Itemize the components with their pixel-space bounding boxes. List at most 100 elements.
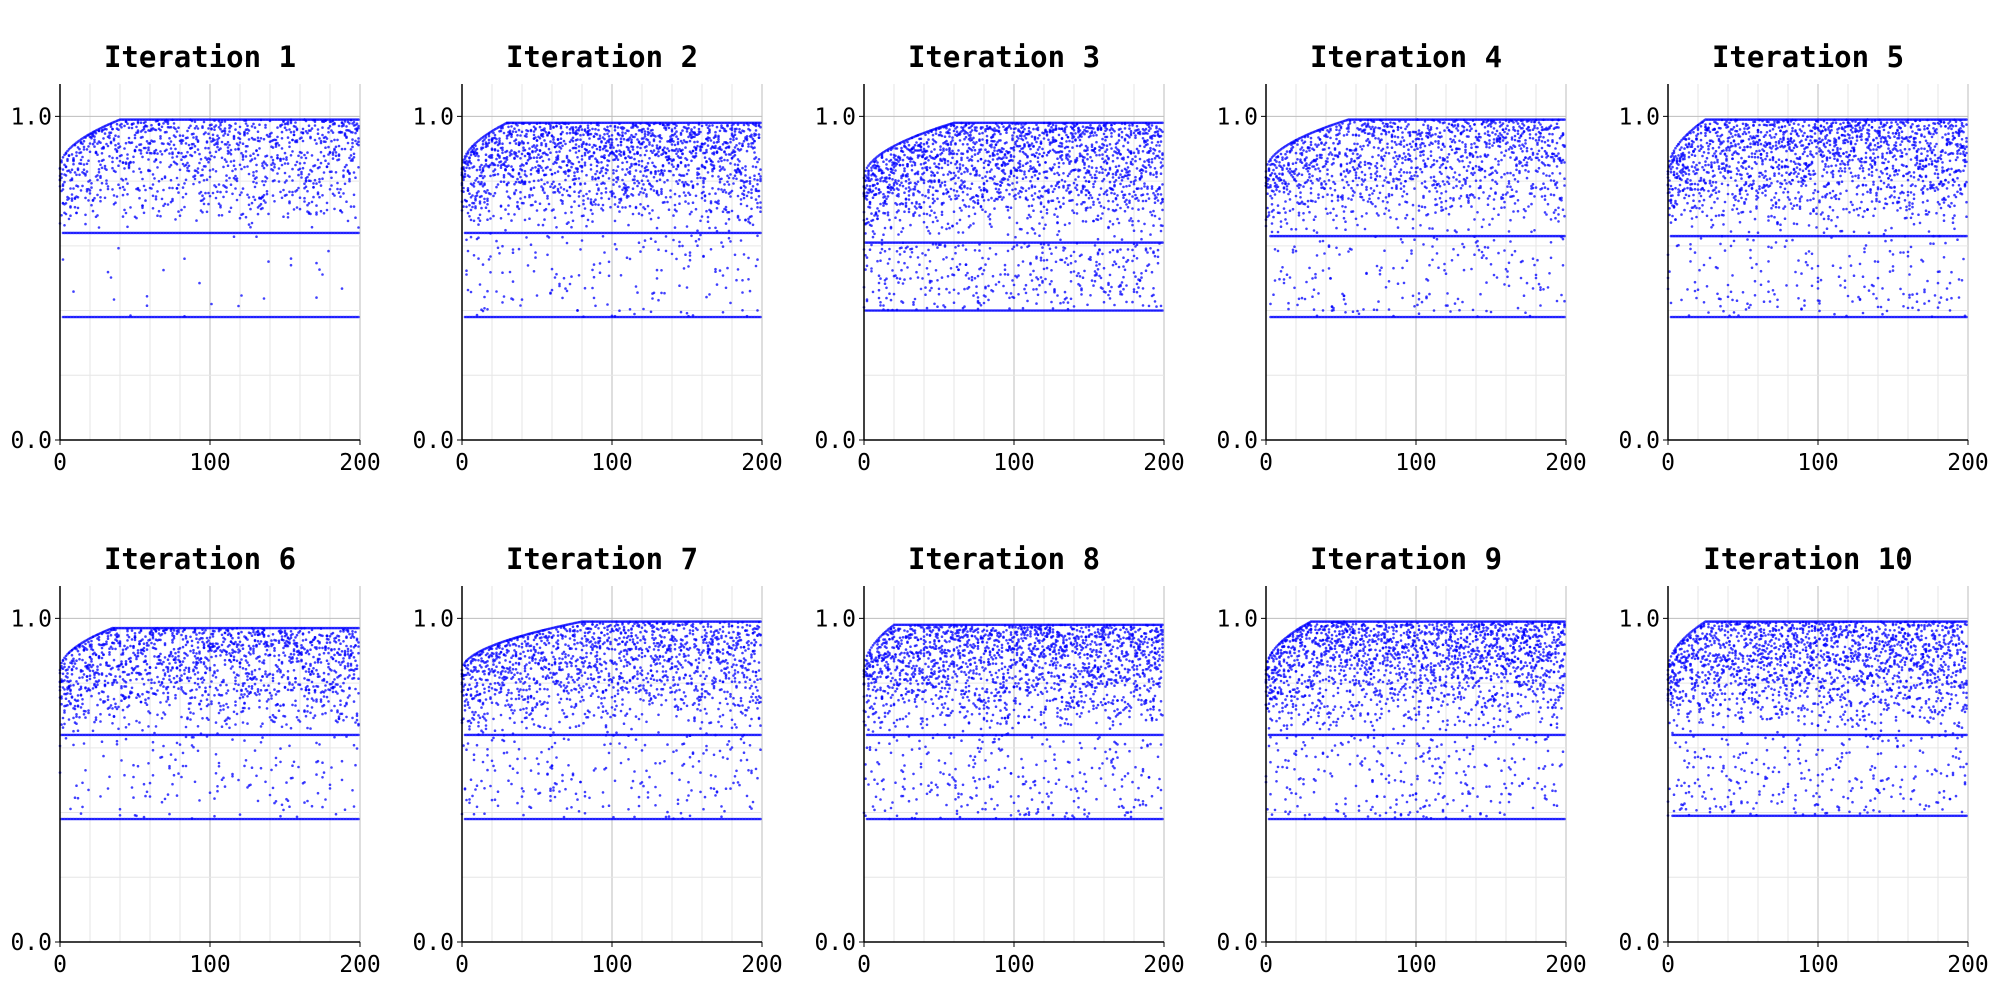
data-point	[606, 149, 609, 153]
data-point	[870, 267, 873, 270]
data-point	[699, 219, 702, 223]
data-point	[465, 199, 468, 203]
data-point	[90, 182, 93, 185]
data-point	[240, 294, 243, 297]
data-point	[597, 128, 600, 132]
data-point	[571, 136, 575, 140]
data-point	[555, 125, 558, 128]
data-point	[583, 161, 587, 164]
data-point	[201, 194, 204, 197]
data-point	[100, 130, 104, 133]
data-point	[909, 188, 912, 191]
data-point	[678, 178, 681, 182]
data-point	[747, 256, 750, 260]
data-point	[669, 195, 672, 199]
data-point	[511, 130, 515, 133]
data-point	[172, 122, 176, 125]
data-point	[345, 125, 348, 128]
data-point	[540, 143, 543, 147]
data-point	[691, 149, 695, 153]
data-point	[357, 166, 360, 169]
data-point	[708, 293, 711, 296]
data-point	[259, 202, 263, 206]
data-point	[499, 204, 503, 208]
data-point	[892, 156, 896, 159]
data-point	[651, 209, 654, 212]
data-point	[205, 141, 209, 144]
data-point	[639, 146, 642, 150]
data-point	[211, 168, 215, 171]
data-point	[552, 126, 555, 129]
data-point	[934, 132, 938, 135]
data-point	[64, 212, 68, 216]
data-point	[871, 218, 875, 222]
data-point	[658, 178, 662, 181]
data-point	[246, 145, 249, 148]
data-point	[525, 174, 528, 178]
data-point	[483, 182, 486, 185]
data-point	[478, 283, 482, 286]
data-point	[586, 124, 590, 127]
data-point	[534, 200, 537, 203]
data-point	[690, 133, 693, 136]
data-point	[573, 174, 576, 178]
data-point	[352, 171, 356, 174]
data-point	[891, 168, 894, 172]
data-point	[348, 122, 351, 125]
data-point	[741, 166, 744, 170]
data-point	[490, 140, 494, 143]
data-point	[103, 196, 107, 200]
data-point	[582, 142, 585, 146]
data-point	[922, 220, 926, 224]
x-tick-label: 0	[455, 450, 469, 476]
data-point	[220, 156, 224, 160]
data-point	[925, 225, 929, 229]
data-point	[159, 214, 162, 218]
data-point	[348, 177, 351, 181]
data-point	[478, 165, 482, 169]
data-point	[730, 157, 734, 160]
data-point	[514, 130, 518, 134]
data-point	[717, 199, 720, 203]
data-point	[297, 173, 300, 177]
data-point	[666, 200, 669, 204]
data-point	[573, 190, 576, 193]
data-point	[663, 124, 666, 127]
data-point	[105, 142, 108, 146]
data-point	[733, 153, 737, 157]
data-point	[322, 171, 326, 174]
data-point	[733, 174, 737, 177]
data-point	[625, 188, 629, 192]
data-point	[339, 195, 342, 198]
data-point	[516, 177, 519, 181]
data-point	[334, 154, 338, 158]
data-point	[684, 200, 687, 203]
data-point	[912, 151, 915, 154]
data-point	[501, 151, 504, 155]
data-point	[207, 191, 210, 195]
data-point	[150, 123, 153, 127]
data-point	[756, 183, 759, 186]
data-point	[121, 179, 125, 182]
data-point	[520, 130, 524, 134]
data-point	[462, 167, 465, 170]
data-point	[505, 155, 509, 159]
data-point	[736, 268, 740, 271]
data-point	[565, 126, 569, 129]
data-point	[298, 162, 302, 165]
data-point	[930, 279, 933, 283]
data-point	[79, 151, 83, 154]
data-point	[934, 129, 938, 132]
data-point	[612, 146, 615, 149]
data-point	[298, 196, 302, 199]
data-point	[652, 291, 656, 295]
data-point	[513, 191, 516, 194]
data-point	[871, 235, 875, 239]
data-point	[118, 145, 122, 148]
data-point	[616, 144, 620, 147]
data-point	[327, 131, 330, 134]
data-point	[75, 154, 78, 158]
data-point	[210, 128, 213, 131]
data-point	[225, 174, 228, 177]
